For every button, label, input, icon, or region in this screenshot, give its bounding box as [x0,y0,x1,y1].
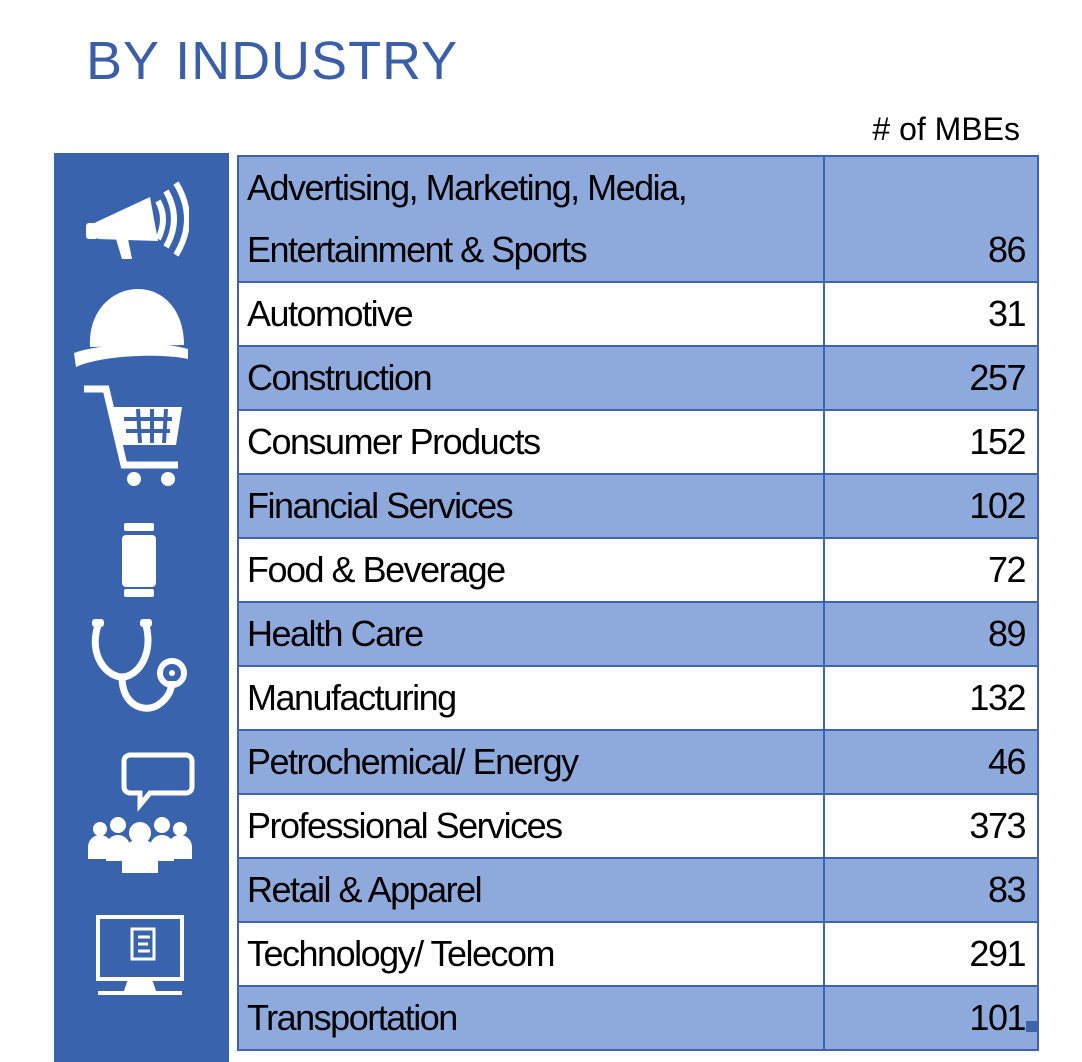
mbe-count: 46 [823,729,1039,795]
shopping-cart-icon [84,385,182,486]
megaphone-icon [86,181,189,259]
mbe-count: 373 [823,793,1039,859]
table-row: Automotive 31 [236,281,1039,347]
mbe-count: 152 [823,409,1039,475]
table-row: Health Care 89 [236,601,1039,667]
table-resize-handle [1026,1021,1037,1032]
industry-name: Manufacturing [236,665,826,731]
mbe-count: 101 [823,985,1039,1051]
industry-name: Retail & Apparel [236,857,826,923]
stethoscope-icon [91,619,187,712]
industry-name: Consumer Products [236,409,826,475]
industry-name: Food & Beverage [236,537,826,603]
hardhat-icon [74,289,188,367]
table-row: Advertising, Marketing, Media, Entertain… [236,155,1039,283]
people-chat-icon [88,752,195,873]
mbe-count: 132 [823,665,1039,731]
table-row: Professional Services 373 [236,793,1039,859]
mbe-count: 291 [823,921,1039,987]
table-row: Retail & Apparel 83 [236,857,1039,923]
mbe-count: 257 [823,345,1039,411]
table-row: Financial Services 102 [236,473,1039,539]
table-row: Technology/ Telecom 291 [236,921,1039,987]
industry-name-line2: Entertainment & Sports [247,229,588,270]
computer-monitor-icon [96,915,184,995]
mbe-count: 89 [823,601,1039,667]
industry-name: Petrochemical/ Energy [236,729,826,795]
industry-name: Automotive [236,281,826,347]
mbe-count: 83 [823,857,1039,923]
column-header-mbes: # of MBEs [872,111,1020,147]
table-row: Manufacturing 132 [236,665,1039,731]
industry-name: Financial Services [236,473,826,539]
table-row: Construction 257 [236,345,1039,411]
mbe-count: 102 [823,473,1039,539]
industry-name-line1: Advertising, Marketing, Media, [247,167,688,208]
beverage-can-icon [122,523,156,597]
icon-sidebar [54,153,229,1062]
page-title: BY INDUSTRY [86,31,459,91]
industry-name: Construction [236,345,826,411]
industry-name: Health Care [236,601,826,667]
industry-name: Advertising, Marketing, Media, Entertain… [236,155,826,283]
mbe-count: 31 [823,281,1039,347]
table-row: Petrochemical/ Energy 46 [236,729,1039,795]
industry-name: Transportation [236,985,826,1051]
industry-table: Advertising, Marketing, Media, Entertain… [236,155,1039,1051]
mbe-count: 86 [823,155,1039,283]
industry-name: Technology/ Telecom [236,921,826,987]
industry-name: Professional Services [236,793,826,859]
table-row: Food & Beverage 72 [236,537,1039,603]
table-row: Transportation 101 [236,985,1039,1051]
mbe-count: 72 [823,537,1039,603]
table-row: Consumer Products 152 [236,409,1039,475]
